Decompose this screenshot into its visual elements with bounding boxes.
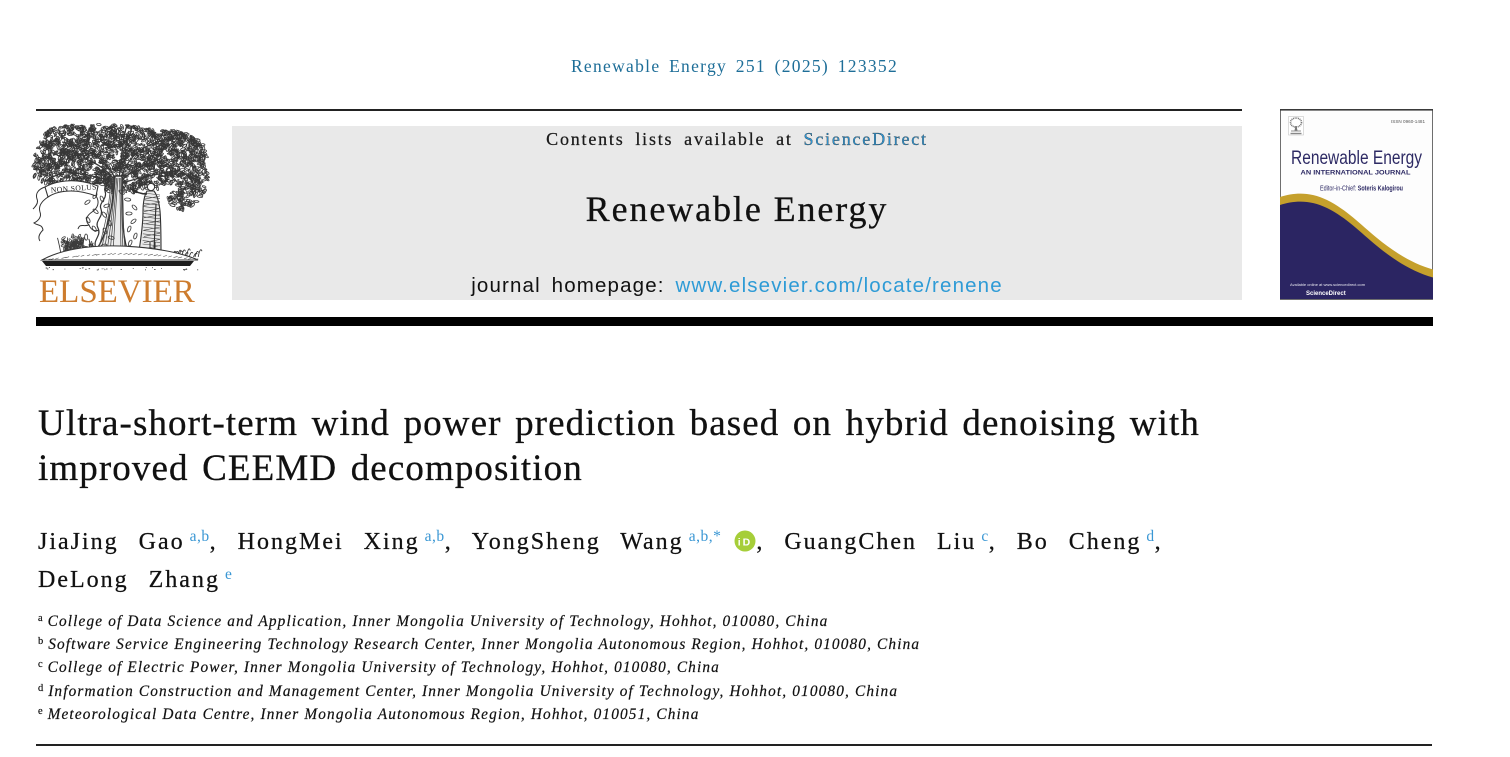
- svg-text:AN INTERNATIONAL JOURNAL: AN INTERNATIONAL JOURNAL: [1301, 170, 1411, 177]
- svg-text:NON SOLUS: NON SOLUS: [51, 182, 98, 194]
- svg-text:ScienceDirect: ScienceDirect: [1306, 291, 1346, 297]
- svg-text:Available online at www.scienc: Available online at www.sciencedirect.co…: [1290, 282, 1366, 287]
- svg-text:Renewable Energy: Renewable Energy: [1291, 147, 1422, 169]
- svg-text:ISSN 0960-1481: ISSN 0960-1481: [1391, 119, 1425, 124]
- svg-text:Editor-in-Chief: Soteris Kalog: Editor-in-Chief: Soteris Kalogirou: [1320, 186, 1403, 193]
- svg-text:iD: iD: [738, 537, 753, 549]
